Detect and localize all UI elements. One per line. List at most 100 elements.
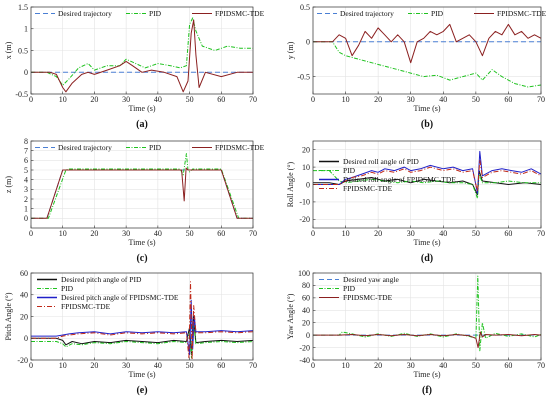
x-tick-label: 60 <box>504 361 512 370</box>
series-line-2 <box>31 321 253 359</box>
x-tick-label: 0 <box>311 229 315 238</box>
panel-d: 0 10 20 30 40 50 60 70 -20 -10 0 10 20 Time (s) Roll A… <box>286 140 545 264</box>
y-tick-label: 40 <box>20 291 28 300</box>
axes-frame <box>30 140 254 229</box>
legend-label: Desired roll angle of PID <box>343 157 419 166</box>
x-tick-label: 70 <box>537 229 545 238</box>
x-tick-label: 30 <box>407 95 415 104</box>
legend-label: Desired pitch angle of PID <box>61 275 142 284</box>
series-line-2 <box>31 17 253 86</box>
y-tick-label: 60 <box>20 269 28 278</box>
x-tick-label: 10 <box>342 229 350 238</box>
legend-label: PID <box>149 143 162 152</box>
y-tick-label: -10 <box>299 198 310 207</box>
series-line-3 <box>31 19 253 93</box>
y-tick-label: 40 <box>302 306 310 315</box>
legend-label: PID <box>343 166 356 175</box>
legend-label: FPIDSMC-TDE <box>497 9 547 18</box>
x-tick-label: 10 <box>59 361 67 370</box>
legend-label: Desired trajectory <box>340 9 394 18</box>
series-line-3 <box>31 299 253 356</box>
legend-label: FPIDSMC-TDE <box>343 293 393 302</box>
x-tick-label: 0 <box>29 95 33 104</box>
y-tick-label: 0 <box>24 68 28 77</box>
x-tick-label: 20 <box>374 229 382 238</box>
panel-caption: (e) <box>136 385 147 396</box>
series-line-2 <box>313 41 541 88</box>
axes-frame <box>312 272 542 361</box>
panel-caption: (c) <box>136 253 147 264</box>
x-tick-label: 50 <box>472 361 480 370</box>
series-line-2 <box>313 275 541 352</box>
legend-label: PID <box>149 9 162 18</box>
x-tick-label: 20 <box>90 229 98 238</box>
y-axis-label: x (m) <box>4 41 13 59</box>
y-axis-label: Pitch Angle (°) <box>4 292 13 340</box>
y-axis-label: Yaw Angle (°) <box>286 293 295 339</box>
x-tick-label: 70 <box>249 229 257 238</box>
y-tick-label: 1 <box>24 25 28 34</box>
legend-label: Desired roll angle of FPIDSMC-TDE <box>343 175 456 184</box>
x-tick-label: 70 <box>249 95 257 104</box>
legend-label: Desired trajectory <box>58 143 112 152</box>
x-tick-label: 70 <box>537 361 545 370</box>
legend-label: FPIDSMC-TDE <box>215 143 265 152</box>
y-tick-label: 20 <box>302 146 310 155</box>
x-tick-label: 50 <box>186 229 194 238</box>
x-tick-label: 20 <box>374 361 382 370</box>
y-tick-label: 20 <box>20 312 28 321</box>
x-tick-label: 0 <box>29 361 33 370</box>
y-tick-label: 20 <box>302 319 310 328</box>
x-tick-label: 60 <box>504 229 512 238</box>
x-tick-label: 50 <box>186 95 194 104</box>
series-line-3 <box>31 167 253 219</box>
x-axis-label: Time (s) <box>413 370 440 379</box>
plot-area <box>313 273 541 360</box>
legend-label: PID <box>61 284 74 293</box>
x-axis-label: Time (s) <box>413 238 440 247</box>
legend-label: Desired trajectory <box>58 9 112 18</box>
y-tick-label: 0 <box>24 334 28 343</box>
x-tick-label: 20 <box>90 361 98 370</box>
series-line-4 <box>313 159 541 192</box>
y-tick-label: 6 <box>24 156 28 165</box>
panel-caption: (b) <box>421 119 433 130</box>
panel-b: 0 10 20 30 40 50 60 70 -0.5 0 0.5 Time (s) y (m) (b) D… <box>286 3 547 130</box>
legend-label: FPIDSMC-TDE <box>343 184 393 193</box>
x-tick-label: 30 <box>407 229 415 238</box>
y-tick-label: 2 <box>24 195 28 204</box>
y-tick-label: 0.5 <box>300 3 310 12</box>
y-tick-label: 0 <box>306 180 310 189</box>
series-line-1 <box>31 316 253 356</box>
x-tick-label: 60 <box>217 361 225 370</box>
y-tick-label: -0.5 <box>297 72 310 81</box>
y-tick-label: 80 <box>302 281 310 290</box>
plot-area <box>31 141 253 228</box>
y-tick-label: 10 <box>302 163 310 172</box>
y-tick-label: 3 <box>24 185 28 194</box>
x-tick-label: 70 <box>249 361 257 370</box>
x-tick-label: 40 <box>439 361 447 370</box>
x-tick-label: 40 <box>154 361 162 370</box>
x-axis-label: Time (s) <box>128 370 155 379</box>
y-tick-label: 7 <box>24 146 28 155</box>
legend-label: PID <box>343 284 356 293</box>
x-axis-label: Time (s) <box>128 104 155 113</box>
x-tick-label: 40 <box>439 229 447 238</box>
x-tick-label: 20 <box>374 95 382 104</box>
y-tick-label: 0 <box>306 38 310 47</box>
x-tick-label: 0 <box>311 95 315 104</box>
x-tick-label: 50 <box>472 95 480 104</box>
x-tick-label: 30 <box>122 361 130 370</box>
x-tick-label: 40 <box>154 95 162 104</box>
y-tick-label: 1 <box>24 204 28 213</box>
y-tick-label: 8 <box>24 137 28 146</box>
y-axis-label: z (m) <box>4 176 13 193</box>
series-line-3 <box>313 23 541 64</box>
series-line-3 <box>313 331 541 349</box>
y-axis-label: Roll Angle (°) <box>286 161 295 207</box>
